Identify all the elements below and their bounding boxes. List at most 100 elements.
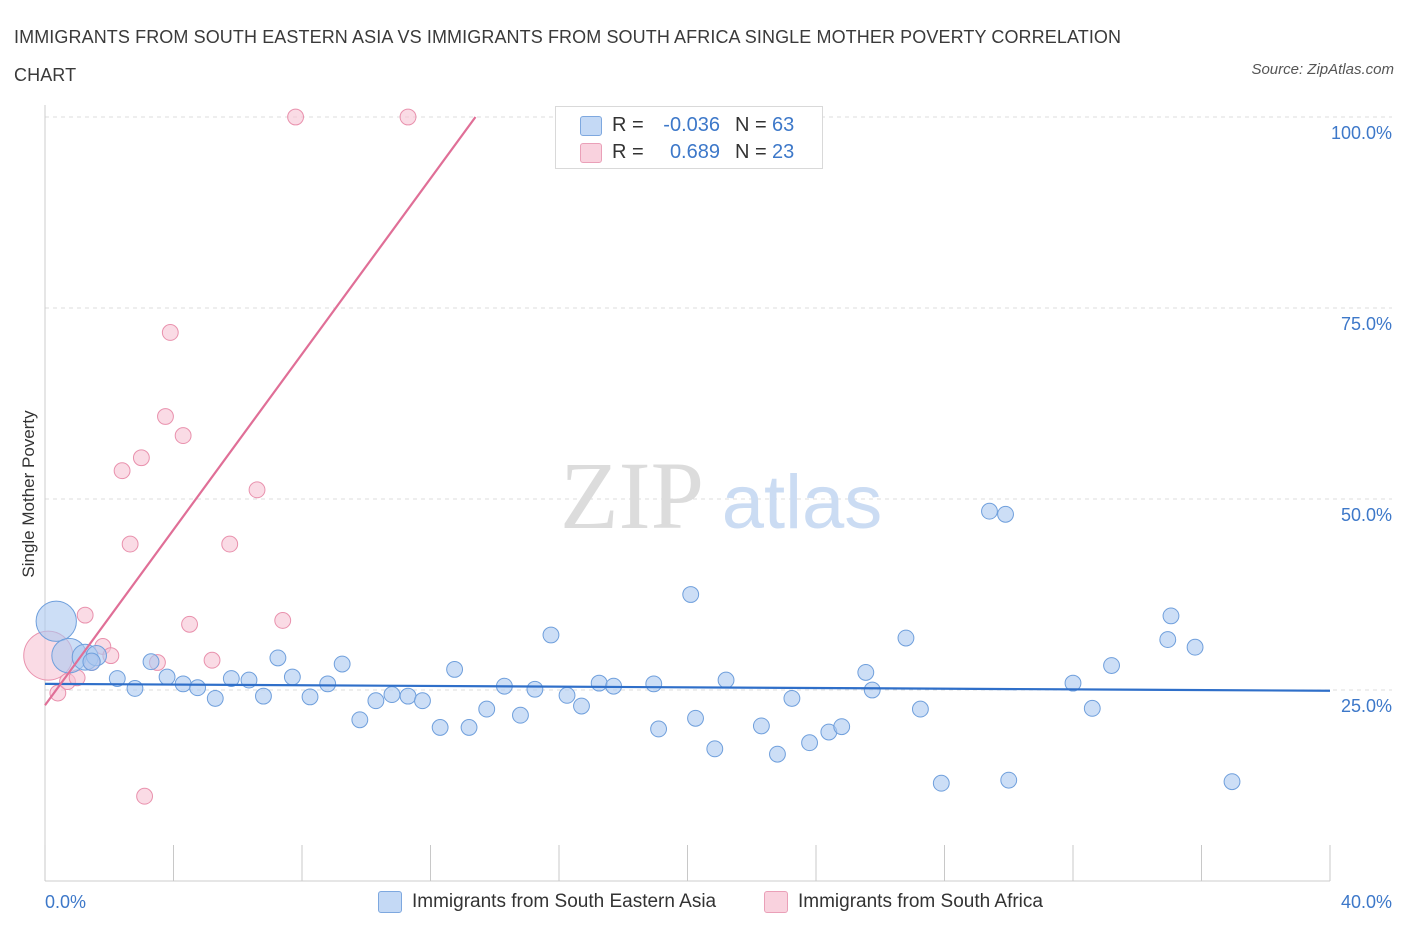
point-south-eastern-asia — [769, 745, 786, 763]
y-tick-label: 25.0% — [1341, 696, 1392, 716]
n-value: 23 — [772, 141, 795, 163]
point-south-eastern-asia — [319, 675, 337, 693]
point-south-eastern-asia — [717, 671, 735, 689]
point-south-eastern-asia — [414, 692, 431, 710]
point-south-eastern-asia — [1162, 607, 1180, 625]
point-south-eastern-asia — [512, 706, 529, 724]
point-south-eastern-asia — [206, 689, 224, 707]
point-south-eastern-asia — [1083, 699, 1101, 717]
x-tick-label: 40.0% — [1341, 892, 1392, 912]
point-south-eastern-asia — [460, 719, 478, 736]
legend-swatch-blue — [580, 116, 602, 136]
point-south-eastern-asia — [542, 626, 560, 644]
point-south-eastern-asia — [142, 653, 160, 671]
point-south-eastern-asia — [1000, 771, 1018, 789]
point-south-eastern-asia — [682, 586, 700, 603]
r-label: R = — [612, 141, 644, 163]
series-south-eastern-asia — [35, 502, 1241, 792]
point-south-eastern-asia — [1103, 657, 1120, 674]
n-value: 63 — [772, 114, 795, 136]
point-south-eastern-asia — [108, 670, 126, 687]
point-south-africa — [121, 535, 139, 553]
point-south-eastern-asia — [1064, 674, 1082, 692]
point-south-africa — [157, 408, 174, 425]
point-south-africa — [181, 615, 198, 633]
point-south-africa — [287, 108, 304, 126]
r-value: -0.036 — [663, 114, 720, 136]
point-south-eastern-asia — [801, 734, 818, 752]
y-tick-label: 50.0% — [1341, 505, 1392, 525]
point-south-eastern-asia — [283, 668, 301, 686]
point-south-eastern-asia — [333, 655, 351, 673]
legend-swatch-blue — [378, 891, 402, 913]
point-south-eastern-asia — [126, 680, 144, 697]
point-south-eastern-asia — [645, 675, 663, 693]
point-south-eastern-asia — [269, 649, 287, 667]
point-south-africa — [113, 462, 131, 480]
trend-lines — [44, 116, 1331, 706]
gridlines — [45, 116, 1392, 691]
point-south-africa — [174, 427, 192, 445]
point-south-eastern-asia — [367, 692, 385, 710]
point-south-eastern-asia — [687, 709, 704, 727]
point-south-eastern-asia — [573, 697, 590, 715]
point-south-eastern-asia — [1186, 638, 1204, 656]
axes — [44, 105, 1331, 882]
point-south-eastern-asia — [897, 629, 915, 647]
point-south-eastern-asia — [558, 686, 576, 704]
chart-title: IMMIGRANTS FROM SOUTH EASTERN ASIA VS IM… — [14, 27, 1122, 85]
point-south-africa — [221, 535, 239, 553]
point-south-eastern-asia — [706, 740, 724, 758]
y-tick-label: 100.0% — [1331, 123, 1392, 143]
n-label: N = — [735, 141, 767, 163]
y-axis-label: Single Mother Poverty — [19, 410, 38, 578]
point-south-eastern-asia — [863, 681, 881, 699]
point-south-eastern-asia — [431, 719, 449, 736]
legend-swatch-pink — [580, 143, 602, 163]
tick-labels: 25.0% 50.0% 75.0% 100.0% 0.0% 40.0% — [45, 123, 1392, 912]
point-south-africa — [49, 684, 67, 702]
point-south-africa — [399, 108, 417, 126]
r-label: R = — [612, 114, 644, 136]
watermark-zip: ZIP — [560, 442, 704, 549]
point-south-africa — [132, 449, 150, 467]
point-south-eastern-asia — [932, 774, 950, 792]
source-label: Source: ZipAtlas.com — [1251, 61, 1394, 78]
point-south-eastern-asia — [911, 700, 929, 718]
point-south-eastern-asia — [399, 687, 417, 705]
point-south-eastern-asia — [833, 718, 851, 736]
point-south-eastern-asia — [526, 680, 544, 698]
point-south-africa — [203, 651, 221, 669]
legend-label: Immigrants from South Eastern Asia — [412, 891, 717, 912]
point-south-africa — [248, 481, 266, 499]
r-value: 0.689 — [669, 141, 720, 163]
point-south-eastern-asia — [997, 505, 1014, 523]
point-south-eastern-asia — [383, 686, 401, 704]
watermark-atlas: atlas — [722, 460, 883, 545]
point-south-africa — [136, 787, 154, 805]
point-south-eastern-asia — [1159, 631, 1177, 648]
point-south-eastern-asia — [783, 689, 801, 707]
point-south-eastern-asia — [981, 502, 998, 520]
point-south-eastern-asia — [650, 720, 668, 738]
point-south-eastern-asia — [857, 664, 875, 681]
point-south-eastern-asia — [590, 674, 608, 692]
point-south-eastern-asia — [255, 687, 272, 705]
trend-line-south-eastern-asia — [44, 682, 1331, 692]
y-tick-label: 75.0% — [1341, 314, 1392, 334]
point-south-eastern-asia — [35, 600, 77, 642]
point-south-eastern-asia — [752, 717, 770, 735]
point-south-africa — [274, 612, 292, 629]
trend-line-south-africa — [44, 116, 477, 706]
point-south-eastern-asia — [189, 679, 207, 697]
point-south-eastern-asia — [446, 660, 464, 678]
point-south-eastern-asia — [351, 711, 369, 729]
point-south-eastern-asia — [158, 668, 176, 686]
point-south-africa — [76, 606, 94, 624]
point-south-eastern-asia — [478, 700, 496, 718]
point-south-eastern-asia — [1223, 773, 1241, 791]
point-south-africa — [161, 324, 179, 341]
n-label: N = — [735, 114, 767, 136]
point-south-eastern-asia — [82, 652, 101, 671]
point-south-eastern-asia — [222, 670, 240, 687]
